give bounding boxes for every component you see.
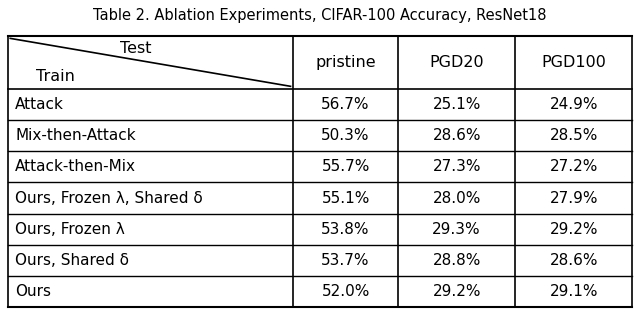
Text: 27.9%: 27.9% — [550, 191, 598, 206]
Text: 50.3%: 50.3% — [321, 128, 370, 143]
Text: PGD20: PGD20 — [429, 55, 484, 70]
Text: 27.2%: 27.2% — [550, 159, 598, 174]
Text: 29.3%: 29.3% — [433, 222, 481, 237]
Text: Ours, Frozen λ, Shared δ: Ours, Frozen λ, Shared δ — [15, 191, 203, 206]
Text: 29.1%: 29.1% — [550, 284, 598, 299]
Text: 52.0%: 52.0% — [321, 284, 370, 299]
Text: PGD100: PGD100 — [541, 55, 606, 70]
Text: Train: Train — [36, 69, 76, 84]
Text: Attack: Attack — [15, 97, 64, 112]
Text: 27.3%: 27.3% — [433, 159, 481, 174]
Text: Table 2. Ablation Experiments, CIFAR-100 Accuracy, ResNet18: Table 2. Ablation Experiments, CIFAR-100… — [93, 8, 547, 23]
Text: 28.8%: 28.8% — [433, 253, 481, 268]
Text: Ours: Ours — [15, 284, 51, 299]
Text: pristine: pristine — [316, 55, 376, 70]
Text: 28.5%: 28.5% — [550, 128, 598, 143]
Text: 53.7%: 53.7% — [321, 253, 370, 268]
Text: 55.7%: 55.7% — [321, 159, 370, 174]
Text: 55.1%: 55.1% — [321, 191, 370, 206]
Text: 28.6%: 28.6% — [433, 128, 481, 143]
Text: 29.2%: 29.2% — [433, 284, 481, 299]
Text: 25.1%: 25.1% — [433, 97, 481, 112]
Text: Ours, Frozen λ: Ours, Frozen λ — [15, 222, 125, 237]
Text: 28.0%: 28.0% — [433, 191, 481, 206]
Text: Attack-then-Mix: Attack-then-Mix — [15, 159, 136, 174]
Text: Mix-then-Attack: Mix-then-Attack — [15, 128, 136, 143]
Text: Ours, Shared δ: Ours, Shared δ — [15, 253, 129, 268]
Text: 53.8%: 53.8% — [321, 222, 370, 237]
Text: 28.6%: 28.6% — [550, 253, 598, 268]
Text: Test: Test — [120, 41, 152, 56]
Text: 56.7%: 56.7% — [321, 97, 370, 112]
Text: 29.2%: 29.2% — [550, 222, 598, 237]
Text: 24.9%: 24.9% — [550, 97, 598, 112]
